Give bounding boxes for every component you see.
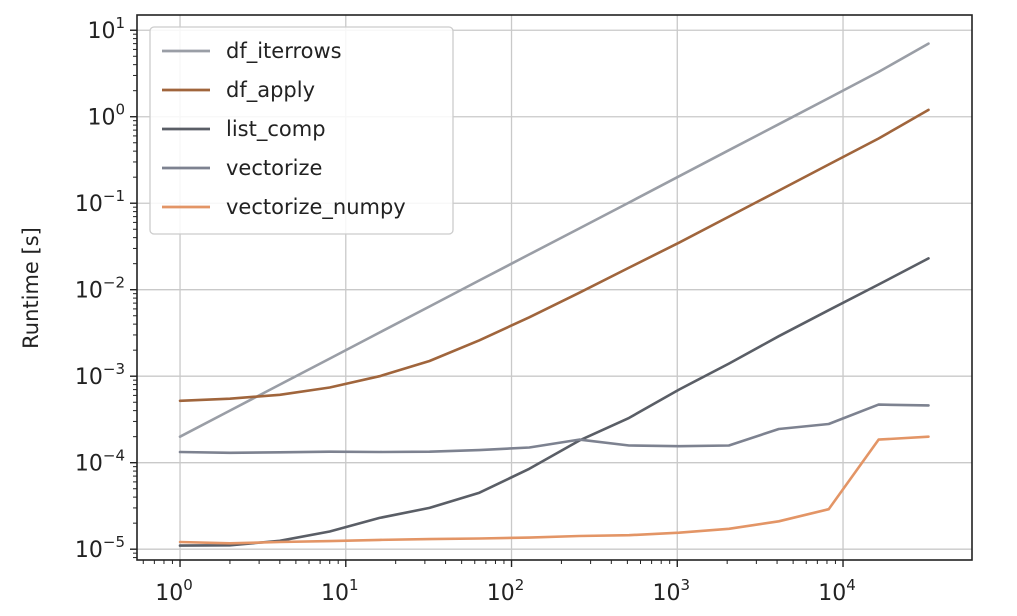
series-line-vectorize-numpy bbox=[178, 435, 930, 545]
series-line-list-comp bbox=[178, 257, 930, 547]
legend-label: df_apply bbox=[226, 78, 315, 103]
legend-box bbox=[149, 26, 454, 235]
legend: df_iterrows df_apply list_comp vectorize vec… bbox=[149, 26, 454, 235]
legend-label: vectorize bbox=[226, 156, 322, 180]
x-tick-label: 100 bbox=[155, 576, 193, 606]
x-tick-label: 104 bbox=[818, 576, 856, 606]
x-tick-label: 102 bbox=[487, 576, 525, 606]
x-tick-label: 101 bbox=[321, 576, 359, 606]
y-tick-label: 10−5 bbox=[75, 533, 125, 563]
x-tick-label: 103 bbox=[653, 576, 691, 606]
series-lines bbox=[178, 42, 930, 547]
series-line-df-apply bbox=[178, 108, 930, 403]
y-tick-label: 10−3 bbox=[75, 360, 125, 390]
y-tick-label: 100 bbox=[87, 101, 125, 131]
axis-ticks: 100 101 102 103 104 10−5 10−4 10−3 10−2 10−1 100 10… bbox=[75, 14, 856, 606]
y-tick-label: 10−1 bbox=[75, 187, 125, 217]
series-line-vectorize bbox=[178, 403, 930, 455]
series-line-df-iterrows bbox=[178, 42, 930, 439]
legend-label: df_iterrows bbox=[226, 39, 342, 64]
legend-label: list_comp bbox=[226, 117, 326, 142]
legend-label: vectorize_numpy bbox=[226, 195, 406, 220]
plot-frame bbox=[136, 14, 973, 561]
y-tick-label: 10−2 bbox=[75, 274, 125, 304]
y-tick-label: 10−4 bbox=[75, 447, 125, 477]
y-tick-label: 101 bbox=[87, 14, 125, 44]
y-axis-label: Runtime [s] bbox=[19, 227, 43, 349]
